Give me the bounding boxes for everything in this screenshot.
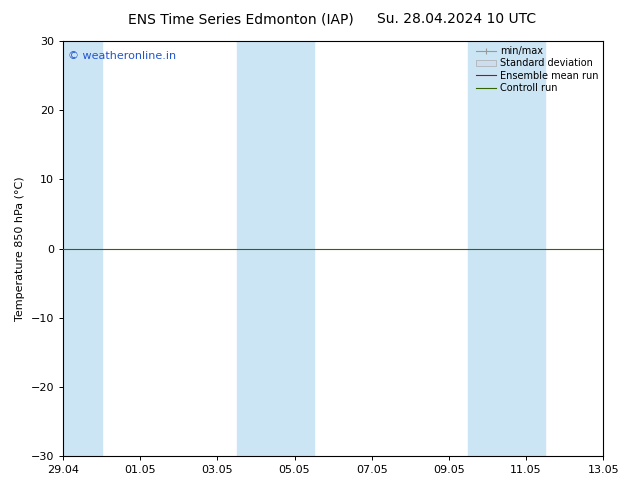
Bar	[468, 41, 545, 456]
Text: ENS Time Series Edmonton (IAP): ENS Time Series Edmonton (IAP)	[128, 12, 354, 26]
Bar	[44, 41, 101, 456]
Text: Su. 28.04.2024 10 UTC: Su. 28.04.2024 10 UTC	[377, 12, 536, 26]
Y-axis label: Temperature 850 hPa (°C): Temperature 850 hPa (°C)	[15, 176, 25, 321]
Text: © weatheronline.in: © weatheronline.in	[68, 51, 177, 61]
Legend: min/max, Standard deviation, Ensemble mean run, Controll run: min/max, Standard deviation, Ensemble me…	[474, 43, 601, 96]
Bar	[236, 41, 314, 456]
